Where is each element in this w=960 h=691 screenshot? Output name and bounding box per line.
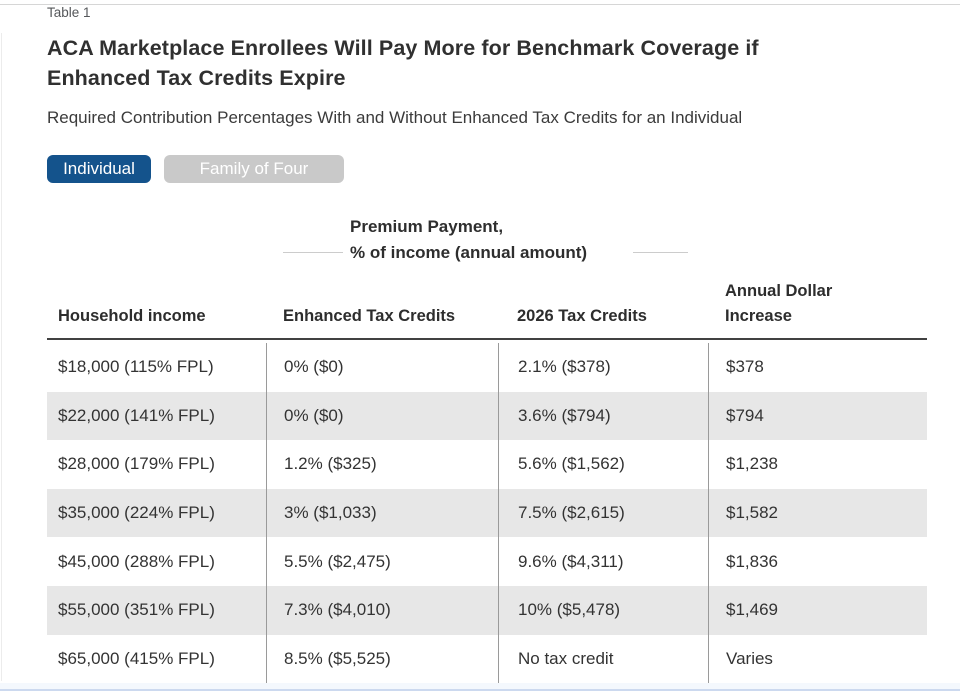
column-header-household-income: Household income (58, 307, 206, 325)
table-cell: $1,469 (708, 585, 927, 635)
table-number-label: Table 1 (47, 5, 91, 20)
table-cell: 9.6% ($4,311) (498, 537, 708, 586)
group-header: Premium Payment, % of income (annual amo… (350, 214, 587, 266)
table-cell: $1,836 (708, 537, 927, 586)
table-cell: $45,000 (288% FPL) (58, 551, 215, 571)
group-header-right-rule (633, 252, 688, 253)
left-border-line (1, 33, 2, 681)
column-header-row: Household income Enhanced Tax Credits 20… (47, 272, 927, 340)
table-cell: $35,000 (224% FPL) (58, 503, 215, 523)
table-row: $35,000 (224% FPL) 3% ($1,033) 7.5% ($2,… (47, 488, 927, 538)
table-cell: $1,582 (708, 488, 927, 538)
table-cell: 5.5% ($2,475) (266, 537, 498, 586)
table-body: $18,000 (115% FPL) 0% ($0) 2.1% ($378) $… (47, 343, 927, 684)
table-cell: 2.1% ($378) (498, 343, 708, 392)
table-cell: $55,000 (351% FPL) (58, 600, 215, 620)
table-cell: 7.3% ($4,010) (266, 585, 498, 635)
table-cell: 10% ($5,478) (498, 585, 708, 635)
page-title-line1: ACA Marketplace Enrollees Will Pay More … (47, 36, 759, 60)
table-cell: $22,000 (141% FPL) (58, 405, 215, 425)
table-cell: 5.6% ($1,562) (498, 440, 708, 489)
table-cell: $28,000 (179% FPL) (58, 454, 215, 474)
table-row: $18,000 (115% FPL) 0% ($0) 2.1% ($378) $… (47, 343, 927, 392)
table-cell: $378 (708, 343, 927, 392)
table-cell: $1,238 (708, 440, 927, 489)
table-cell: 7.5% ($2,615) (498, 488, 708, 538)
table-cell: 3.6% ($794) (498, 391, 708, 441)
table-cell: 3% ($1,033) (266, 488, 498, 538)
table-row: $55,000 (351% FPL) 7.3% ($4,010) 10% ($5… (47, 585, 927, 635)
table-cell: 0% ($0) (266, 391, 498, 441)
table-cell: 8.5% ($5,525) (266, 634, 498, 684)
page-title-line2: Enhanced Tax Credits Expire (47, 66, 346, 90)
table-cell: 1.2% ($325) (266, 440, 498, 489)
table-cell: $794 (708, 391, 927, 441)
top-border-line (0, 4, 960, 5)
column-header-enhanced-tax-credits: Enhanced Tax Credits (283, 307, 456, 325)
bottom-page-edge (0, 683, 960, 691)
data-table: Premium Payment, % of income (annual amo… (47, 210, 927, 684)
group-header-line2: % of income (annual amount) (350, 243, 588, 262)
view-tabs: Individual Family of Four (47, 155, 344, 183)
table-cell: $18,000 (115% FPL) (58, 357, 214, 377)
column-header-2026-tax-credits: 2026 Tax Credits (517, 307, 647, 325)
page-subtitle: Required Contribution Percentages With a… (47, 108, 743, 127)
table-row: $22,000 (141% FPL) 0% ($0) 3.6% ($794) $… (47, 391, 927, 441)
table-row: $28,000 (179% FPL) 1.2% ($325) 5.6% ($1,… (47, 440, 927, 489)
table-cell: $65,000 (415% FPL) (58, 648, 215, 668)
table-cell: 0% ($0) (266, 343, 498, 392)
tab-individual[interactable]: Individual (47, 155, 151, 183)
table-row: $45,000 (288% FPL) 5.5% ($2,475) 9.6% ($… (47, 537, 927, 586)
group-header-left-rule (283, 252, 343, 253)
group-header-line1: Premium Payment, (350, 217, 504, 236)
table-row: $65,000 (415% FPL) 8.5% ($5,525) No tax … (47, 634, 927, 684)
table-cell: Varies (708, 634, 927, 684)
table-cell: No tax credit (498, 634, 708, 684)
page-title: ACA Marketplace Enrollees Will Pay More … (47, 33, 877, 93)
column-header-annual-dollar-increase: Annual Dollar Increase (725, 282, 833, 325)
tab-family-of-four[interactable]: Family of Four (164, 155, 344, 183)
